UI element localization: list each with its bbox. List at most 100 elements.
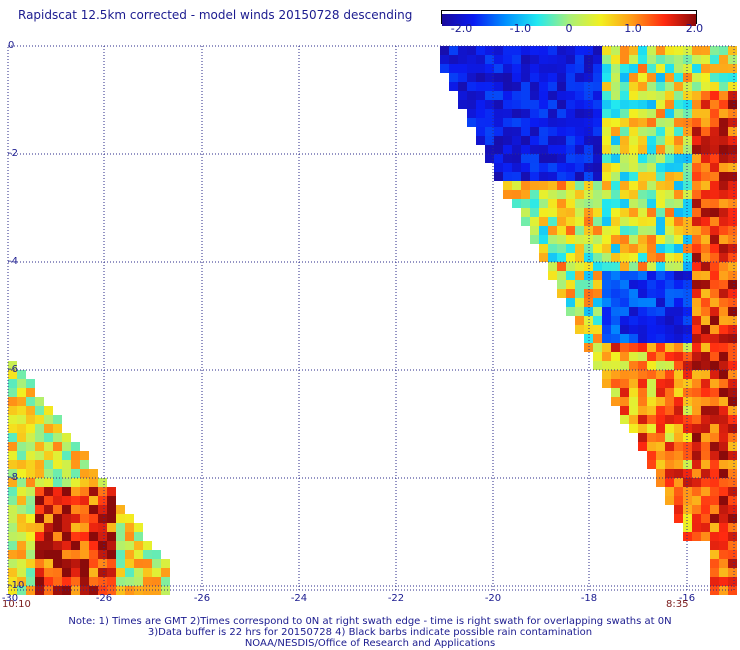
wind-cell	[728, 523, 737, 532]
wind-cell	[548, 91, 557, 100]
wind-cell	[503, 127, 512, 136]
wind-cell	[17, 451, 26, 460]
wind-cell	[656, 334, 665, 343]
colorbar-tick: 0	[565, 22, 573, 35]
wind-cell	[683, 433, 692, 442]
wind-cell	[539, 226, 548, 235]
wind-cell	[656, 262, 665, 271]
wind-cell	[719, 64, 728, 73]
wind-cell	[629, 55, 638, 64]
wind-cell	[530, 136, 539, 145]
wind-cell	[44, 442, 53, 451]
wind-cell	[530, 109, 539, 118]
wind-cell	[467, 100, 476, 109]
wind-cell	[710, 262, 719, 271]
wind-cell	[665, 316, 674, 325]
wind-cell	[503, 190, 512, 199]
wind-cell	[116, 523, 125, 532]
wind-cell	[566, 109, 575, 118]
wind-cell	[710, 190, 719, 199]
wind-cell	[62, 505, 71, 514]
wind-cell	[683, 100, 692, 109]
wind-cell	[116, 541, 125, 550]
wind-cell	[674, 505, 683, 514]
wind-cell	[530, 163, 539, 172]
wind-cell	[620, 361, 629, 370]
wind-cell	[584, 145, 593, 154]
wind-cell	[728, 226, 737, 235]
wind-cell	[710, 307, 719, 316]
wind-cell	[728, 316, 737, 325]
wind-cell	[719, 379, 728, 388]
wind-cell	[701, 271, 710, 280]
wind-cell	[710, 172, 719, 181]
wind-cell	[611, 136, 620, 145]
wind-cell	[674, 316, 683, 325]
wind-cell	[638, 442, 647, 451]
wind-cell	[611, 379, 620, 388]
wind-cell	[566, 262, 575, 271]
wind-cell	[692, 55, 701, 64]
wind-cell	[602, 217, 611, 226]
wind-cell	[107, 568, 116, 577]
wind-cell	[62, 469, 71, 478]
wind-cell	[512, 73, 521, 82]
wind-cell	[674, 460, 683, 469]
wind-cell	[638, 388, 647, 397]
wind-cell	[557, 172, 566, 181]
wind-cell	[530, 127, 539, 136]
wind-cell	[485, 136, 494, 145]
wind-cell	[44, 487, 53, 496]
lat-lon-grid	[7, 45, 735, 591]
wind-cell	[611, 307, 620, 316]
wind-cell	[98, 541, 107, 550]
wind-cell	[512, 127, 521, 136]
wind-cell	[35, 532, 44, 541]
wind-cell	[602, 370, 611, 379]
wind-cell	[611, 154, 620, 163]
wind-cell	[26, 379, 35, 388]
wind-cell	[17, 586, 26, 595]
wind-cell	[539, 127, 548, 136]
wind-cell	[629, 82, 638, 91]
wind-cell	[665, 46, 674, 55]
wind-cell	[728, 73, 737, 82]
wind-cell	[683, 424, 692, 433]
wind-cell	[539, 190, 548, 199]
wind-cell	[701, 55, 710, 64]
wind-cell	[89, 523, 98, 532]
wind-cell	[467, 64, 476, 73]
wind-cell	[701, 415, 710, 424]
wind-cell	[35, 424, 44, 433]
wind-cell	[494, 109, 503, 118]
wind-cell	[719, 199, 728, 208]
wind-cell	[485, 82, 494, 91]
wind-cell	[494, 118, 503, 127]
wind-cell	[530, 181, 539, 190]
wind-cell	[458, 100, 467, 109]
wind-cell	[728, 379, 737, 388]
wind-cell	[17, 532, 26, 541]
right-swath-time: 8:35	[666, 599, 689, 610]
wind-cell	[629, 343, 638, 352]
wind-cell	[8, 532, 17, 541]
wind-cell	[611, 244, 620, 253]
wind-cell	[539, 136, 548, 145]
wind-cell	[152, 586, 161, 595]
wind-cell	[575, 55, 584, 64]
wind-cell	[620, 298, 629, 307]
wind-cell	[71, 469, 80, 478]
wind-cell	[647, 325, 656, 334]
wind-cell	[665, 352, 674, 361]
wind-cell	[620, 352, 629, 361]
wind-cell	[710, 253, 719, 262]
wind-cell	[584, 307, 593, 316]
wind-cell	[134, 559, 143, 568]
wind-cell	[89, 496, 98, 505]
wind-cell	[710, 541, 719, 550]
wind-cell	[602, 262, 611, 271]
wind-cell	[26, 559, 35, 568]
wind-cell	[575, 145, 584, 154]
wind-cell	[98, 550, 107, 559]
wind-cell	[530, 154, 539, 163]
